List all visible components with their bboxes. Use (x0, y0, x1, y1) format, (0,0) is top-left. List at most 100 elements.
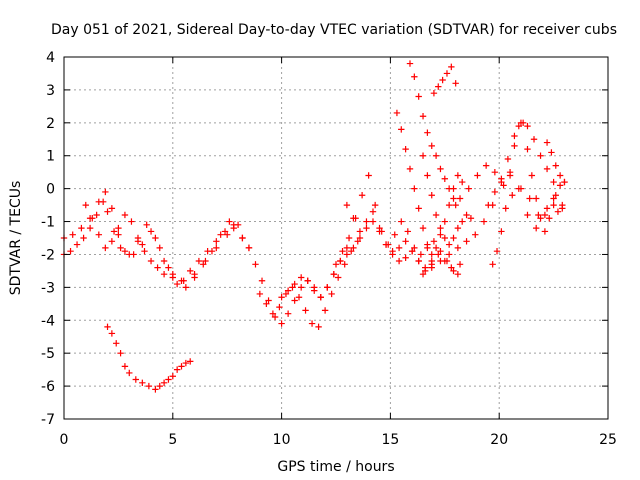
data-point (126, 369, 133, 377)
data-point (422, 264, 429, 271)
x-axis-label: GPS time / hours (277, 459, 394, 475)
data-point (395, 244, 403, 252)
data-point (430, 90, 438, 97)
chart-grid (64, 57, 608, 419)
data-point (419, 271, 427, 278)
data-point (530, 136, 538, 143)
y-axis-label: SDTVAR / TECUs (8, 181, 24, 296)
data-point (550, 201, 557, 209)
data-point (452, 80, 459, 87)
data-point (552, 162, 559, 169)
data-point (417, 251, 425, 258)
data-point (454, 172, 462, 179)
data-point (524, 122, 531, 130)
data-point (432, 244, 440, 252)
data-point (437, 231, 444, 238)
y-tick-label: -5 (41, 346, 55, 362)
data-point (445, 241, 453, 248)
data-point (200, 261, 207, 268)
data-point (369, 208, 377, 215)
data-point (108, 205, 116, 212)
data-point (524, 211, 531, 219)
y-tick-label: -6 (41, 379, 55, 395)
data-point (391, 231, 398, 238)
data-point (115, 224, 122, 232)
data-point (139, 379, 146, 386)
data-point (411, 244, 418, 252)
data-point (213, 244, 220, 252)
data-point (432, 211, 440, 219)
data-point (358, 192, 366, 199)
x-tick-label: 25 (599, 432, 617, 448)
data-point (424, 241, 431, 248)
data-point (517, 185, 525, 192)
x-tick-label: 15 (381, 432, 399, 448)
data-point (459, 178, 466, 186)
data-point (485, 201, 492, 209)
data-point (556, 172, 564, 179)
data-point (308, 320, 316, 327)
data-point (363, 224, 370, 232)
y-tick-label: 4 (46, 50, 55, 66)
data-points (60, 60, 568, 393)
data-point (321, 307, 329, 314)
data-point (339, 247, 346, 255)
data-point (454, 271, 462, 278)
data-point (69, 231, 76, 238)
data-point (113, 340, 120, 347)
data-point (450, 195, 457, 202)
data-point (428, 257, 435, 265)
data-point (437, 257, 444, 265)
data-point (398, 218, 405, 225)
data-point (437, 165, 444, 173)
data-point (173, 366, 181, 373)
data-point (498, 175, 505, 182)
data-point (115, 231, 122, 238)
y-tick-label: 2 (46, 116, 55, 132)
data-point (195, 257, 203, 265)
data-point (108, 238, 116, 245)
data-point (182, 359, 190, 367)
data-point (315, 323, 322, 331)
data-point (411, 73, 418, 80)
data-point (365, 172, 372, 179)
data-point (376, 224, 383, 232)
data-point (424, 172, 431, 179)
data-point (474, 172, 481, 179)
data-point (452, 201, 459, 209)
data-point (406, 165, 414, 173)
data-point (95, 198, 103, 205)
data-point (459, 218, 466, 225)
data-point (356, 228, 364, 235)
y-tick-label: -2 (41, 247, 55, 263)
data-point (187, 267, 194, 275)
data-point (430, 238, 438, 245)
data-point (402, 254, 409, 261)
data-point (463, 238, 470, 245)
data-point (204, 247, 211, 255)
data-point (182, 284, 190, 291)
data-point (154, 264, 161, 271)
data-point (402, 145, 409, 153)
data-point (263, 300, 270, 308)
data-point (328, 290, 335, 298)
data-point (532, 224, 540, 232)
data-point (445, 185, 453, 192)
data-point (424, 129, 431, 136)
data-point (535, 211, 542, 219)
data-point (178, 363, 185, 370)
axis-ticks: 0 5 10 15 20 25 -7 -6 -5 -4 -3 -2 -1 0 1 2 3 4 (41, 50, 617, 448)
data-point (467, 215, 475, 222)
data-point (160, 379, 168, 386)
data-point (465, 185, 472, 192)
data-point (213, 238, 220, 245)
data-point (450, 267, 457, 275)
data-point (543, 205, 551, 212)
y-tick-label: -1 (41, 215, 55, 231)
data-point (441, 218, 448, 225)
data-point (271, 313, 279, 321)
data-point (402, 238, 409, 245)
data-point (73, 241, 81, 248)
data-point (311, 287, 318, 294)
